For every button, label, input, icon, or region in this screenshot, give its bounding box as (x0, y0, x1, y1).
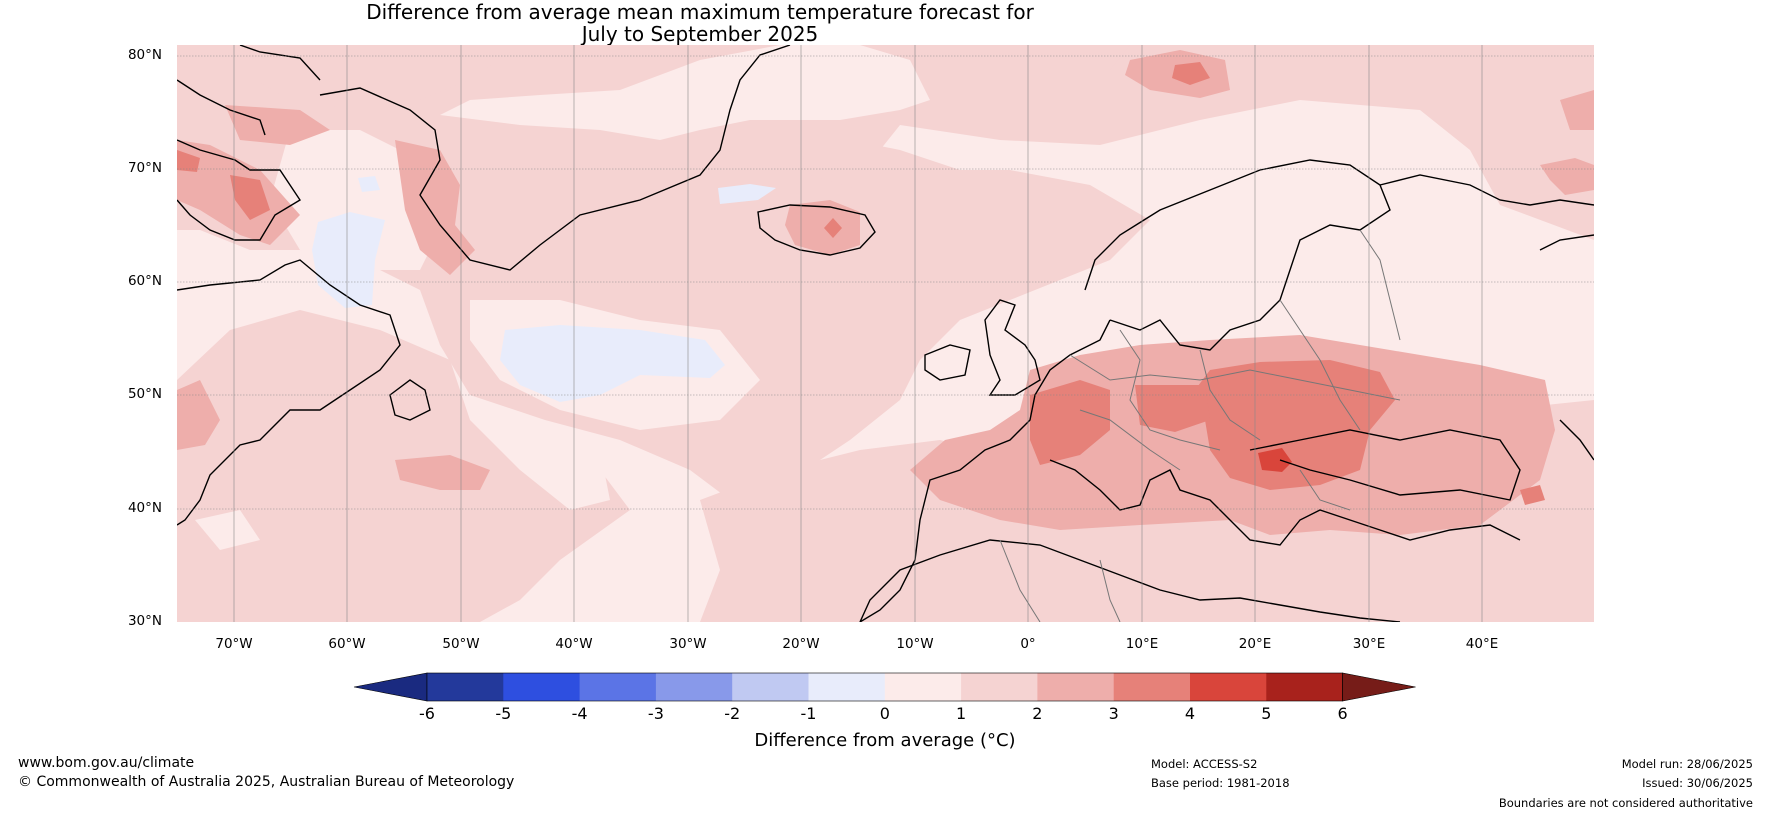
colorbar-segment (427, 673, 504, 701)
colorbar-tick-label: -1 (800, 704, 817, 723)
colorbar (353, 672, 1416, 702)
meridians (233, 45, 1483, 622)
lon-label-40w: 40°W (555, 636, 593, 652)
colorbar-tick-label: 0 (879, 704, 890, 723)
lon-label-20e: 20°E (1238, 636, 1272, 652)
footer-url: www.bom.gov.au/climate (18, 755, 195, 771)
lat-label-60n: 60°N (127, 273, 162, 289)
lon-label-10w: 10°W (896, 636, 934, 652)
colorbar-segment (655, 673, 733, 701)
lat-label-30n: 30°N (127, 613, 162, 629)
map-title-line2: July to September 2025 (581, 22, 819, 46)
footer-copyright: © Commonwealth of Australia 2025, Austra… (18, 774, 515, 790)
footer-base-period: Base period: 1981-2018 (1151, 776, 1290, 790)
anomaly-neg1-0-regions (312, 176, 776, 402)
colorbar-tick-label: 4 (1184, 704, 1196, 723)
colorbar-tick-label: 5 (1261, 704, 1272, 723)
lat-label-80n: 80°N (127, 47, 162, 63)
coastlines (177, 45, 1594, 622)
lat-label-50n: 50°N (127, 386, 162, 402)
colorbar-segment (503, 673, 581, 701)
colorbar-tick-label: 2 (1032, 704, 1043, 723)
colorbar-label: Difference from average (°C) (754, 730, 1016, 751)
colorbar-segment (961, 673, 1038, 701)
colorbar-segment (1266, 673, 1344, 701)
anomaly-4-5-regions (1258, 448, 1292, 472)
colorbar-over-extension (1342, 672, 1416, 702)
colorbar-tick-label: 6 (1337, 704, 1348, 723)
colorbar-segment (1190, 673, 1267, 701)
footer-issued: Issued: 30/06/2025 (1642, 776, 1753, 790)
colorbar-tick-label: 1 (956, 704, 967, 723)
colorbar-tick-label: -3 (647, 704, 664, 723)
lon-label-50w: 50°W (442, 636, 480, 652)
colorbar-segment (884, 673, 962, 701)
colorbar-tick-label: -5 (495, 704, 512, 723)
lon-label-60w: 60°W (328, 636, 366, 652)
lon-label-30w: 30°W (669, 636, 707, 652)
country-borders (999, 229, 1401, 622)
gridlines (177, 55, 1594, 510)
colorbar-tick-label: -2 (724, 704, 741, 723)
colorbar-segment (1037, 673, 1115, 701)
colorbar-segment (808, 673, 886, 701)
lon-label-10e: 10°E (1125, 636, 1159, 652)
forecast-map (177, 45, 1594, 622)
colorbar-under-extension (353, 672, 428, 702)
footer-model-run: Model run: 28/06/2025 (1621, 757, 1753, 771)
lat-label-70n: 70°N (127, 160, 162, 176)
colorbar-tick-label: -6 (419, 704, 435, 723)
lon-label-0: 0° (1020, 636, 1036, 652)
anomaly-3-4-regions (177, 62, 1545, 505)
colorbar-tick-label: -4 (571, 704, 588, 723)
colorbar-tick-label: 3 (1108, 704, 1119, 723)
lon-label-30e: 30°E (1352, 636, 1386, 652)
footer-model: Model: ACCESS-S2 (1151, 757, 1258, 771)
lat-label-40n: 40°N (127, 500, 162, 516)
iceland-hotspot (824, 218, 842, 238)
colorbar-frame (426, 672, 1343, 702)
map-title-line1: Difference from average mean maximum tem… (366, 0, 1034, 24)
lon-label-40e: 40°E (1465, 636, 1499, 652)
colorbar-segment (732, 673, 809, 701)
colorbar-segment (579, 673, 657, 701)
colorbar-segment (1113, 673, 1191, 701)
lon-label-70w: 70°W (215, 636, 253, 652)
lon-label-20w: 20°W (782, 636, 820, 652)
footer-disclaimer: Boundaries are not considered authoritat… (1498, 796, 1753, 810)
